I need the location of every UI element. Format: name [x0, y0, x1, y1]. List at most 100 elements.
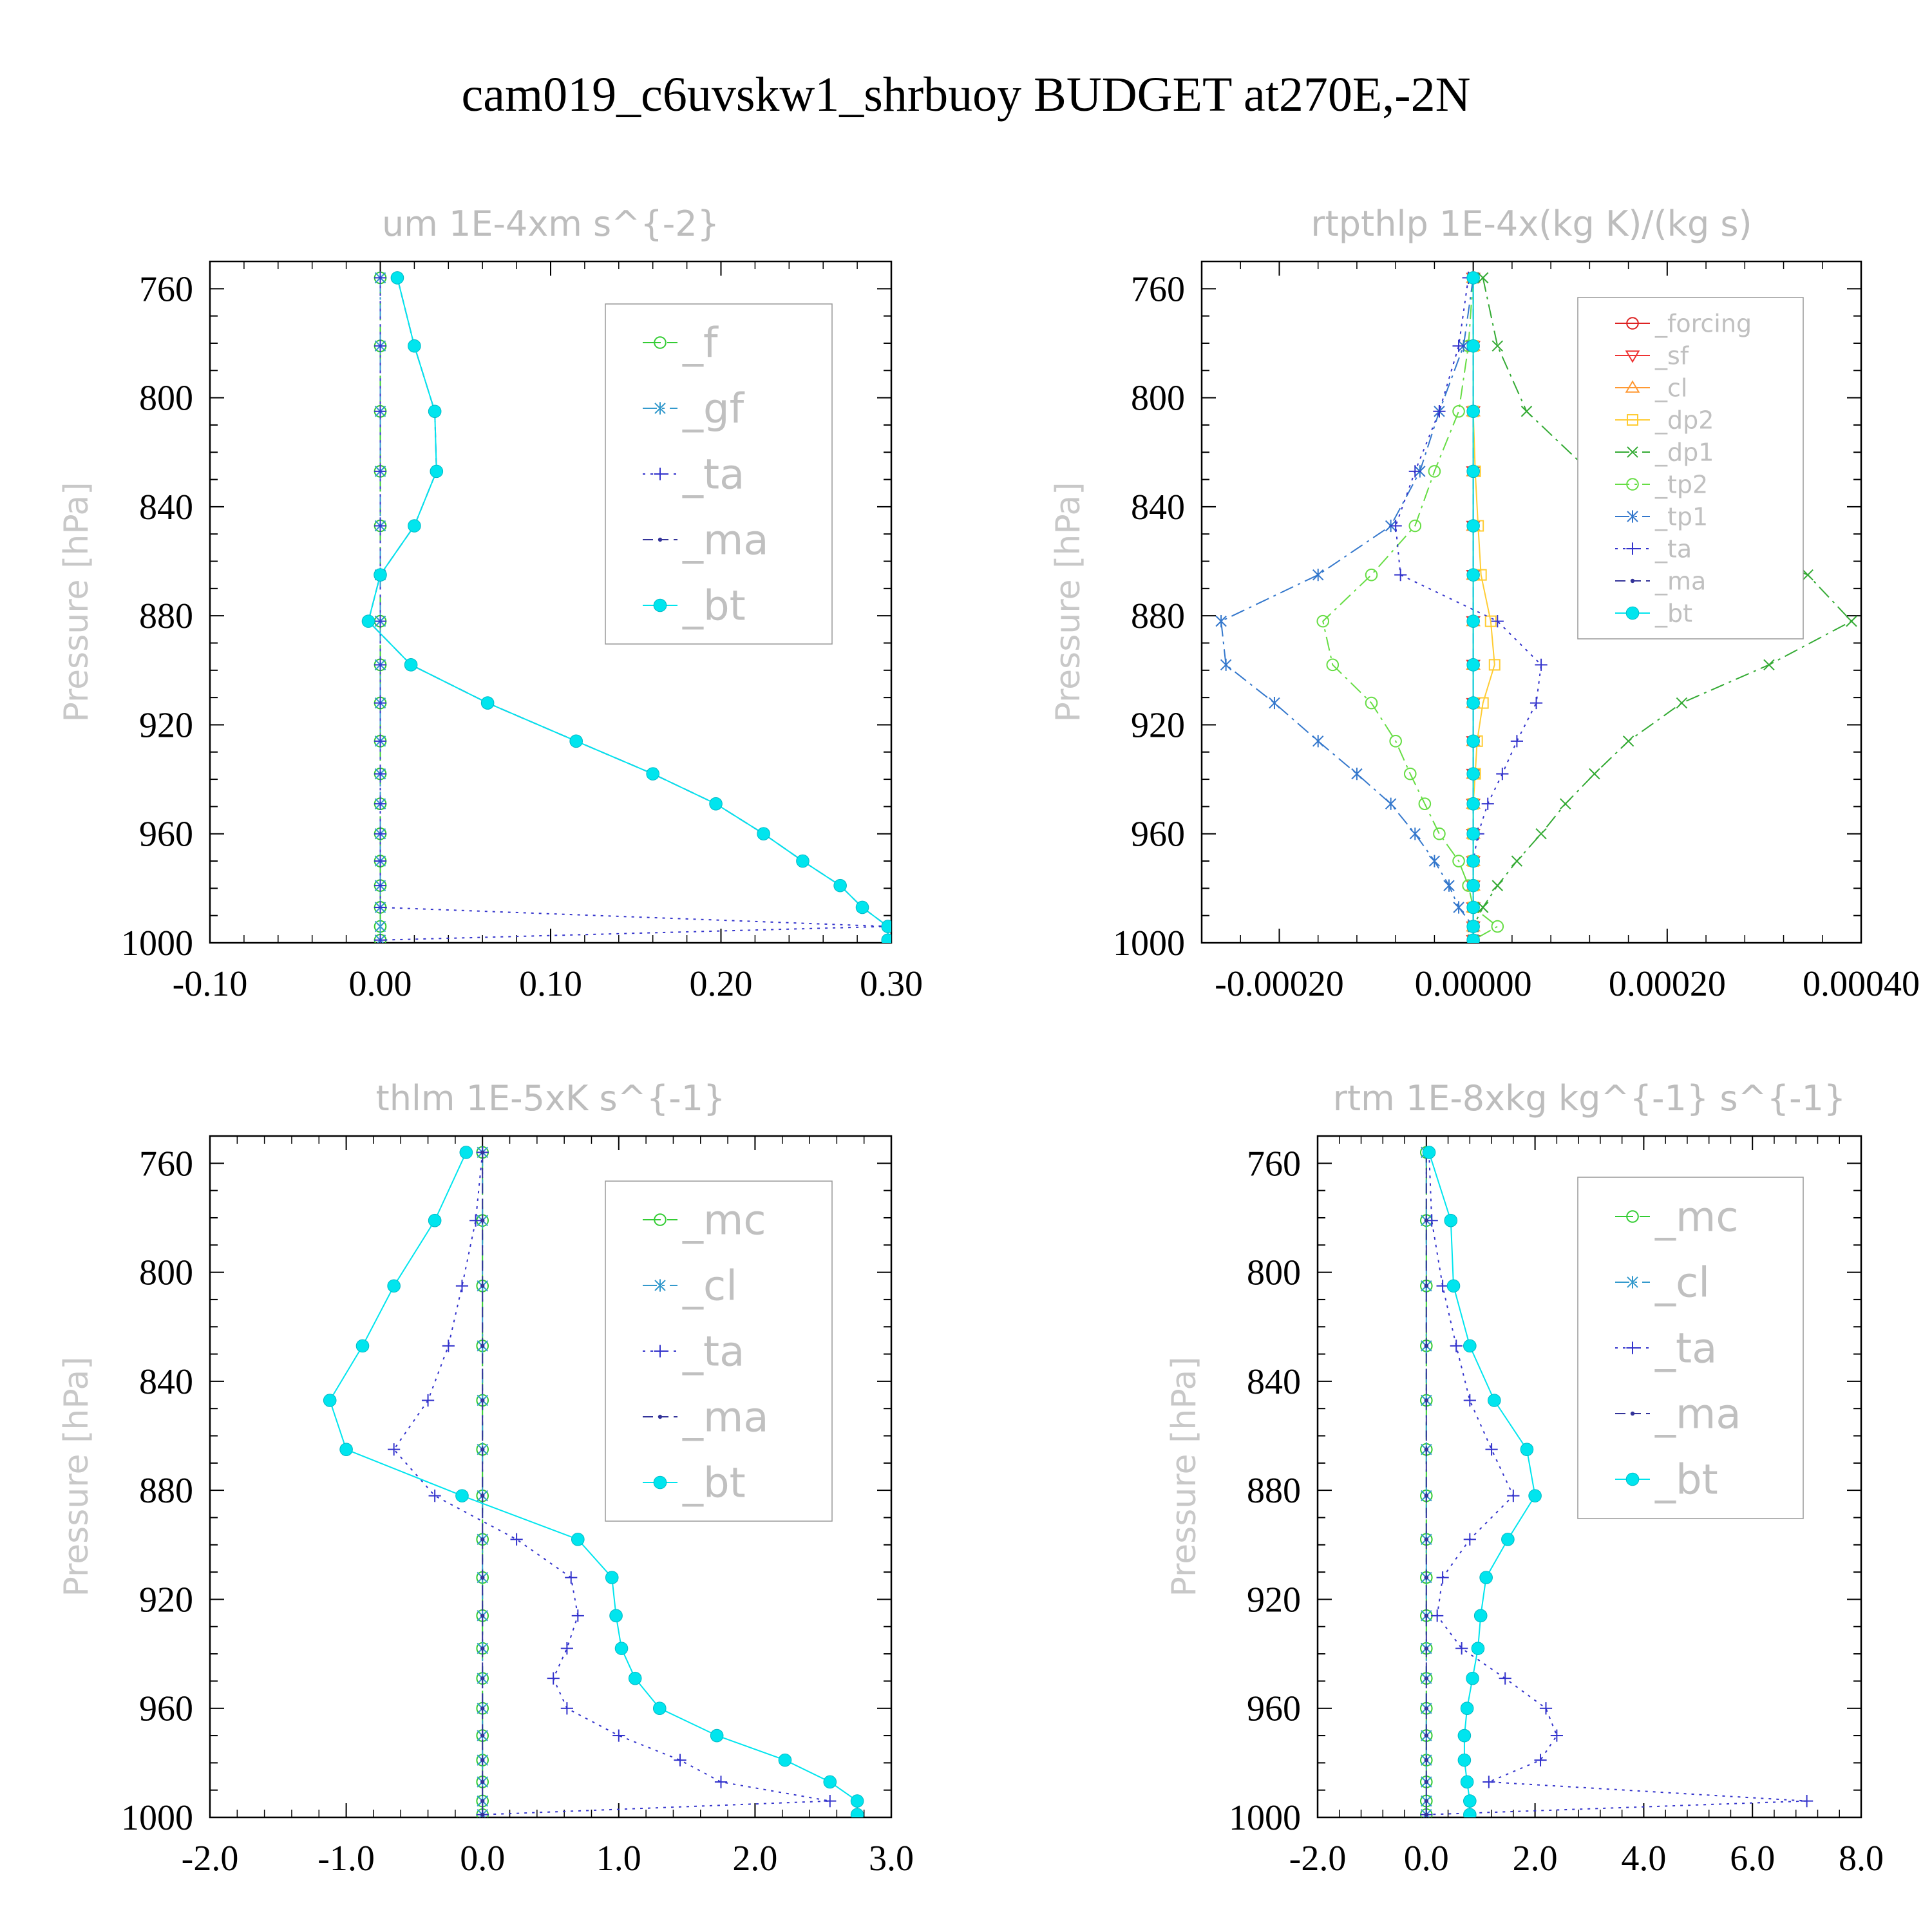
data-point	[361, 614, 375, 628]
data-point	[1501, 1533, 1515, 1546]
data-point	[374, 339, 387, 352]
data-point	[388, 1443, 401, 1456]
series-line	[1220, 278, 1474, 940]
panel-title: rtm 1E-8xkg kg^{-1} s^{-1}	[1333, 1078, 1846, 1119]
y-tick-label: 760	[139, 269, 193, 309]
data-point	[824, 1795, 837, 1808]
data-point	[480, 1646, 485, 1651]
data-point	[1365, 696, 1378, 710]
series-line	[1472, 278, 1853, 940]
data-point	[1466, 696, 1480, 710]
series-group	[1215, 270, 1857, 943]
series-cl	[1421, 1146, 1432, 1817]
legend-entry: _ta	[1615, 535, 1692, 563]
data-point	[374, 828, 387, 840]
data-point	[1424, 1706, 1428, 1710]
y-tick-label: 840	[139, 488, 193, 527]
legend-box	[1577, 297, 1804, 639]
legend-label: _cl	[1654, 1259, 1710, 1307]
legend-entry: _tp1	[1615, 502, 1708, 531]
data-point	[374, 568, 387, 582]
panel-title: thlm 1E-5xK s^{-1}	[376, 1078, 726, 1119]
legend-entry: _dp2	[1615, 406, 1714, 434]
panel-3: thlm 1E-5xK s^{-1} Pressure [hPa] 760 800 84…	[57, 1078, 914, 1879]
x-tick-label: 1.0	[596, 1839, 641, 1879]
panel-1: um 1E-4xm s^{-2} Pressure [hPa] 760 800 840 8…	[57, 204, 923, 1004]
x-tick-label: -1.0	[317, 1839, 375, 1879]
data-point	[1452, 339, 1465, 352]
legend-entry: _dp1	[1615, 438, 1714, 466]
data-point	[612, 1729, 625, 1742]
data-point	[1431, 1609, 1444, 1622]
data-point	[1466, 404, 1480, 419]
legend-entry: _ma	[1615, 1390, 1741, 1438]
x-tick-label: 0.00000	[1415, 964, 1532, 1004]
data-point	[1466, 568, 1480, 582]
series-bt	[361, 271, 891, 943]
data-point	[1499, 1672, 1511, 1685]
y-tick-label: 880	[1131, 596, 1185, 636]
legend-label: _mc	[682, 1197, 766, 1244]
y-tick-label: 800	[1247, 1253, 1301, 1293]
data-point	[374, 797, 387, 810]
data-point	[374, 855, 387, 867]
data-point	[1466, 614, 1480, 628]
data-point	[1485, 1443, 1498, 1456]
x-tick-label: 0.00020	[1609, 964, 1726, 1004]
data-point	[480, 1218, 485, 1223]
data-point	[1424, 1676, 1428, 1681]
data-point	[1466, 271, 1480, 285]
data-point	[1424, 1398, 1428, 1403]
data-point	[1491, 920, 1504, 933]
data-point	[1466, 1671, 1479, 1685]
data-point	[850, 1808, 864, 1817]
plot-frame	[209, 1135, 893, 1819]
data-point	[1457, 1753, 1472, 1767]
data-point	[1466, 464, 1480, 478]
legend-label: _sf	[1654, 341, 1690, 370]
data-point	[374, 768, 387, 781]
data-point	[480, 696, 495, 710]
data-point	[480, 1733, 485, 1738]
data-point	[1520, 406, 1533, 417]
data-point	[1424, 1493, 1428, 1498]
data-point	[709, 797, 723, 811]
x-tick-label: 2.0	[1513, 1839, 1558, 1879]
data-point	[390, 271, 404, 285]
x-tick-label: 8.0	[1839, 1839, 1884, 1879]
data-point	[1220, 658, 1232, 671]
legend-label: _forcing	[1654, 309, 1752, 337]
data-point	[1450, 1340, 1463, 1352]
series-ma	[1424, 1150, 1428, 1817]
data-point	[374, 519, 387, 533]
legend-label: _tp2	[1654, 470, 1708, 498]
legend: _forcing _sf _cl _dp2 _dp1 _tp2 _tp1 _ta _ma _bt	[1577, 297, 1804, 639]
data-point	[1408, 465, 1421, 478]
data-point	[374, 271, 387, 284]
data-point	[757, 827, 770, 841]
data-point	[796, 854, 810, 868]
data-point	[1466, 827, 1480, 841]
data-point	[1466, 878, 1480, 893]
data-point	[674, 1754, 687, 1766]
data-point	[1385, 797, 1397, 810]
series-bt	[1422, 1146, 1542, 1817]
x-tick-label: 0.0	[460, 1839, 505, 1879]
data-point	[1436, 1571, 1449, 1584]
data-point	[408, 339, 421, 353]
series-bt	[1466, 271, 1480, 943]
y-tick-label: 840	[1247, 1362, 1301, 1402]
y-tick-label: 880	[1247, 1471, 1301, 1511]
data-point	[480, 1706, 485, 1710]
legend-entry: _ma	[1615, 567, 1706, 595]
y-tick-label: 960	[139, 815, 193, 855]
data-point	[404, 658, 418, 672]
data-point	[1463, 1394, 1476, 1407]
data-point	[571, 1609, 584, 1622]
data-point	[1424, 1343, 1428, 1349]
data-point	[480, 1398, 485, 1403]
series-group	[1420, 1146, 1814, 1817]
legend-label: _mc	[1654, 1193, 1739, 1241]
legend-entry: _sf	[1615, 341, 1690, 370]
data-point	[1424, 1283, 1428, 1288]
